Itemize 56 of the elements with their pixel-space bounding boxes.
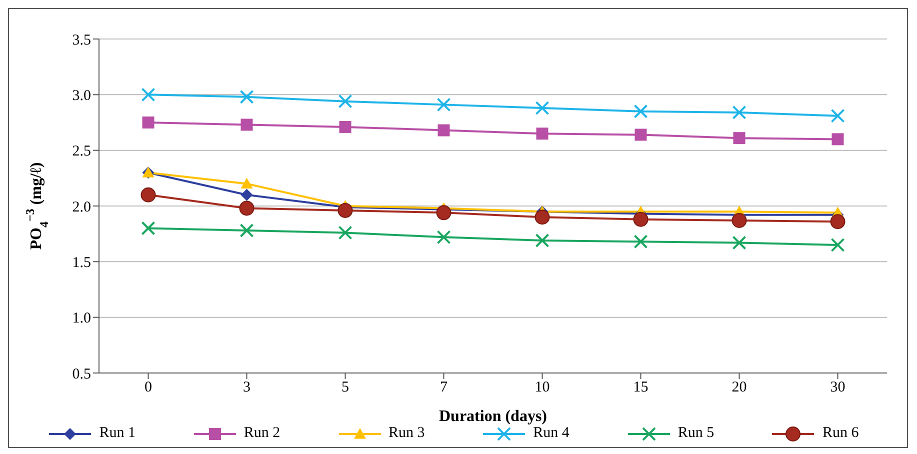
point: [830, 238, 845, 252]
y-tick-label: 3.5: [72, 32, 91, 48]
legend-label: Run 4: [533, 425, 570, 442]
point: [142, 116, 154, 128]
point: [436, 205, 452, 220]
point: [436, 98, 451, 112]
x-tick-label: 20: [732, 380, 747, 396]
x-tick-label: 3: [243, 380, 250, 396]
x-tick-label: 30: [830, 380, 846, 396]
point: [536, 128, 548, 140]
y-tick-label: 0.5: [72, 366, 91, 382]
x-axis-title: Duration (days): [438, 408, 548, 425]
point: [633, 212, 648, 227]
point: [141, 88, 156, 102]
point: [438, 124, 450, 136]
legend-label: Run 3: [388, 425, 425, 442]
y-tick-label: 2.0: [72, 199, 91, 216]
x-tick-label: 0: [144, 380, 152, 396]
point: [732, 105, 746, 120]
point: [338, 226, 352, 240]
point: [634, 234, 648, 249]
point: [634, 128, 647, 141]
y-tick-label: 1.0: [72, 310, 91, 327]
point: [240, 90, 254, 104]
point: [140, 187, 156, 202]
point: [535, 234, 550, 248]
point: [732, 236, 746, 250]
point: [436, 230, 451, 244]
point: [141, 221, 156, 236]
legend-label: Run 2: [244, 425, 280, 442]
point: [733, 132, 746, 144]
point: [832, 133, 844, 146]
point: [240, 118, 253, 131]
point: [535, 101, 550, 116]
y-tick-label: 2.5: [72, 144, 91, 160]
point: [239, 200, 254, 216]
point: [240, 178, 253, 189]
x-tick-label: 10: [534, 380, 550, 396]
point: [830, 108, 845, 123]
y-tick-label: 1.5: [72, 254, 91, 271]
point: [338, 202, 353, 218]
point: [338, 94, 352, 108]
point: [240, 223, 254, 238]
point: [339, 120, 352, 133]
y-tick-label: 3.0: [72, 88, 91, 104]
x-tick-label: 7: [440, 380, 448, 396]
point: [534, 210, 550, 225]
point: [732, 212, 747, 228]
legend-label: Run 5: [678, 425, 714, 442]
point: [240, 188, 253, 201]
legend-label: Run 1: [99, 425, 136, 442]
point: [634, 104, 648, 118]
point: [830, 214, 846, 230]
x-tick-label: 5: [342, 380, 349, 396]
legend-label: Run 6: [822, 425, 859, 442]
x-tick-label: 15: [633, 380, 648, 396]
